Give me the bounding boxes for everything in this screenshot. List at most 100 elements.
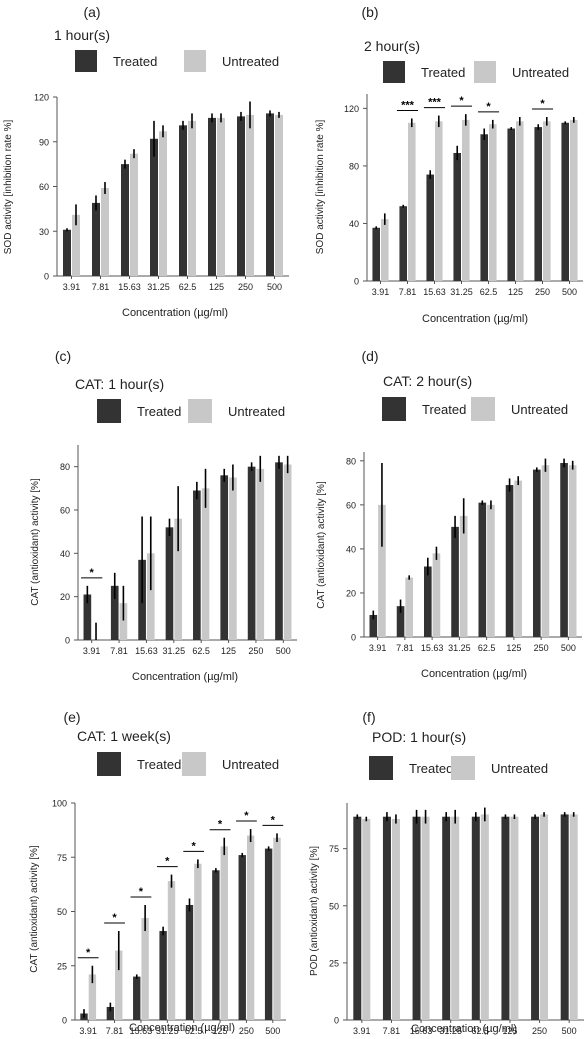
bar-untreated-250	[540, 814, 549, 1020]
bar-treated-7.81	[92, 202, 100, 276]
x-tick-label: 250	[532, 1026, 547, 1036]
bar-treated-31.25	[451, 526, 459, 637]
x-tick-label: 500	[265, 1026, 280, 1036]
significance-label: *	[139, 886, 144, 898]
bar-treated-250	[531, 816, 540, 1020]
y-axis-label: POD (antioxidant) activity [%]	[309, 846, 320, 976]
x-axis-label: Concentration (µg/ml)	[421, 668, 527, 680]
x-tick-label: 500	[562, 287, 577, 297]
bar-untreated-31.25	[451, 816, 460, 1020]
x-tick-label: 250	[535, 287, 550, 297]
panel-label: (a)	[83, 4, 100, 20]
chart-panel-1: (a) 1 hour(s)Treated Untreated 0 30 60 90 120 SO…	[3, 4, 289, 319]
bar-treated-125	[220, 475, 229, 640]
legend-swatch-untreated	[451, 756, 475, 780]
y-tick-label: 0	[65, 636, 70, 646]
bar-treated-3.91	[353, 816, 362, 1020]
y-tick-label: 75	[329, 844, 339, 854]
y-tick-label: 25	[329, 958, 339, 968]
x-axis-label: Concentration (µg/ml)	[132, 671, 238, 683]
y-tick-label: 100	[52, 799, 67, 809]
y-tick-label: 80	[346, 456, 356, 466]
panel-label: (e)	[63, 709, 80, 725]
y-tick-label: 50	[57, 907, 67, 917]
bar-untreated-3.91	[362, 818, 371, 1020]
legend-label-untreated: Untreated	[512, 65, 569, 80]
significance-label: ***	[428, 97, 442, 109]
bar-untreated-62.5	[480, 814, 489, 1020]
bar-untreated-31.25	[462, 119, 470, 282]
x-tick-label: 31.25	[439, 1026, 462, 1036]
bar-untreated-31.25	[174, 518, 182, 640]
bar-untreated-125	[217, 117, 225, 276]
bar-untreated-500	[568, 465, 577, 637]
legend: Treated Untreated	[382, 397, 568, 421]
bar-treated-7.81	[110, 585, 119, 640]
bar-treated-15.63	[412, 816, 421, 1020]
bar-treated-31.25	[453, 152, 461, 281]
bar-treated-500	[560, 814, 569, 1020]
x-tick-label: 250	[239, 1026, 254, 1036]
chart-title: CAT: 1 hour(s)	[75, 376, 164, 392]
legend: Treated Untreated	[97, 399, 285, 423]
x-tick-label: 125	[502, 1026, 517, 1036]
bar-treated-31.25	[442, 816, 451, 1020]
significance-label: *	[218, 819, 223, 831]
y-axis-label: SOD activity [inhibition rate %]	[3, 120, 14, 255]
bar-treated-62.5	[471, 816, 480, 1020]
panel-label: (d)	[361, 348, 378, 364]
bar-untreated-250	[256, 468, 265, 640]
x-axis-label: Concentration (µg/ml)	[122, 307, 228, 319]
legend-swatch-untreated	[188, 399, 212, 423]
significance-label: *	[90, 567, 95, 579]
x-tick-label: 62.5	[472, 1026, 490, 1036]
legend-swatch-untreated	[182, 752, 206, 776]
bar-treated-62.5	[193, 490, 201, 640]
bar-untreated-500	[570, 119, 578, 282]
x-tick-label: 31.25	[448, 643, 471, 653]
legend-swatch-treated	[382, 397, 406, 421]
x-tick-label: 250	[534, 643, 549, 653]
y-axis-label: SOD activity [inhibition rate %]	[315, 120, 326, 255]
y-tick-label: 0	[334, 1016, 339, 1026]
bar-treated-62.5	[185, 904, 194, 1020]
chart-panel-3: (c)CAT: 1 hour(s) Treated Untreated 0 20 40 60…	[30, 348, 297, 683]
bar-untreated-125	[516, 121, 524, 281]
bar-untreated-31.25	[167, 881, 176, 1020]
legend-label-untreated: Untreated	[222, 54, 279, 69]
bar-untreated-125	[514, 480, 523, 637]
y-tick-label: 60	[39, 182, 49, 192]
bar-untreated-62.5	[201, 488, 210, 640]
bar-treated-3.91	[83, 594, 92, 640]
x-tick-label: 15.63	[423, 287, 446, 297]
bar-treated-3.91	[372, 227, 380, 281]
y-tick-label: 20	[346, 588, 356, 598]
legend: Treated Untreated	[75, 50, 279, 72]
x-tick-label: 15.63	[118, 282, 141, 292]
bar-treated-250	[238, 855, 246, 1020]
x-tick-label: 500	[276, 646, 291, 656]
legend-label-untreated: Untreated	[228, 404, 285, 419]
x-tick-label: 15.63	[130, 1026, 153, 1036]
x-tick-label: 31.25	[147, 282, 170, 292]
legend-swatch-untreated	[184, 50, 206, 72]
chart-title: 1 hour(s)	[54, 27, 110, 43]
significance-label: *	[486, 101, 491, 113]
x-tick-label: 15.63	[135, 646, 158, 656]
y-axis-label: CAT (antioxidant) activity [%]	[30, 478, 41, 606]
bar-untreated-15.63	[130, 153, 138, 276]
bar-treated-31.25	[159, 931, 167, 1020]
legend-label-treated: Treated	[113, 54, 157, 69]
bar-untreated-15.63	[146, 553, 155, 640]
panel-label: (f)	[362, 709, 375, 725]
x-tick-label: 62.5	[192, 646, 210, 656]
x-tick-label: 3.91	[369, 643, 387, 653]
bar-untreated-3.91	[381, 219, 389, 281]
bar-untreated-15.63	[141, 918, 149, 1020]
x-tick-label: 7.81	[383, 1026, 401, 1036]
x-tick-label: 500	[562, 1026, 577, 1036]
bar-untreated-125	[220, 846, 228, 1020]
x-tick-label: 500	[267, 282, 282, 292]
bar-treated-7.81	[382, 816, 391, 1020]
bar-treated-62.5	[478, 502, 487, 637]
